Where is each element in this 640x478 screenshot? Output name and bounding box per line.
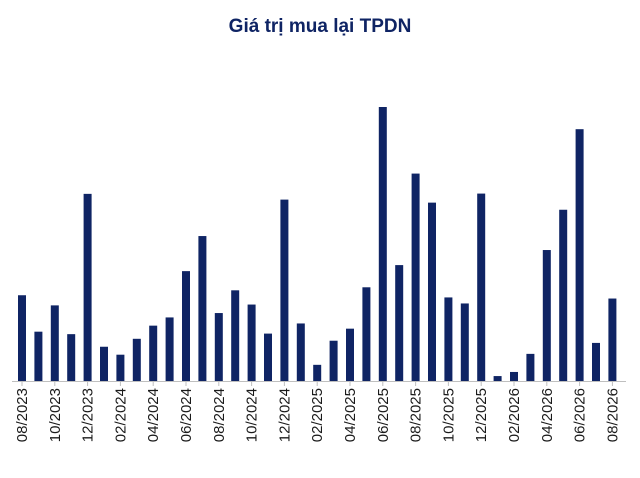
bar-05/2026 [559,209,568,381]
bar-09/2024 [231,290,240,381]
bar-12/2023 [83,193,92,381]
bar-04/2025 [346,328,354,381]
bar-10/2024 [247,304,256,381]
bar-01/2025 [296,323,305,381]
bar-11/2025 [460,303,469,381]
x-tick-label: 02/2024 [112,388,129,442]
x-tick-label: 04/2024 [145,388,162,442]
bar-12/2024 [280,199,289,381]
bar-03/2026 [526,353,535,381]
bar-08/2026 [608,298,617,381]
x-tick-label: 02/2025 [309,388,326,442]
bar-03/2025 [329,340,338,381]
bar-11/2024 [264,333,272,381]
bar-05/2024 [165,317,174,381]
bar-05/2025 [362,287,371,381]
bar-07/2024 [198,236,207,381]
x-tick-label: 06/2024 [178,388,195,442]
bar-08/2023 [18,295,26,381]
bar-06/2025 [378,107,387,381]
x-tick-label: 12/2024 [276,388,293,442]
x-tick-label: 08/2024 [211,388,228,442]
bar-03/2024 [132,338,141,381]
bar-08/2025 [411,173,420,381]
x-tick-label: 04/2025 [342,388,359,442]
x-tick-label: 08/2025 [408,388,425,442]
bar-06/2026 [575,129,584,381]
bar-02/2024 [116,354,125,381]
chart-title: Giá trị mua lại TPDN [228,16,412,37]
bar-07/2026 [592,342,600,381]
bar-10/2023 [50,305,59,381]
x-tick-label: 04/2026 [539,388,556,442]
bar-12/2025 [477,193,486,381]
bar-02/2026 [510,371,518,381]
bar-04/2026 [542,250,551,381]
bar-07/2025 [395,265,404,381]
x-tick-label: 08/2023 [14,388,31,442]
x-tick-label: 10/2025 [440,388,457,442]
bar-08/2024 [214,313,223,381]
x-tick-label: 10/2023 [47,388,64,442]
bar-09/2023 [34,331,43,381]
x-axis-ticks: 08/2023 10/2023 12/2023 02/2024 04/2024 06/20… [14,381,621,442]
bar-11/2023 [67,334,76,381]
bar-01/2026 [493,376,502,381]
x-tick-label: 12/2025 [473,388,490,442]
x-tick-label: 06/2025 [375,388,392,442]
bar-06/2024 [182,271,190,381]
bar-02/2025 [313,364,322,381]
x-tick-label: 06/2026 [572,388,589,442]
bar-01/2024 [100,346,108,381]
x-tick-label: 08/2026 [604,388,621,442]
bar-09/2025 [428,202,436,381]
x-tick-label: 10/2024 [244,388,261,442]
bar-10/2025 [444,297,453,381]
x-tick-label: 02/2026 [506,388,523,442]
x-tick-label: 12/2023 [80,388,97,442]
bars-group [18,107,617,381]
bar-04/2024 [149,325,158,381]
